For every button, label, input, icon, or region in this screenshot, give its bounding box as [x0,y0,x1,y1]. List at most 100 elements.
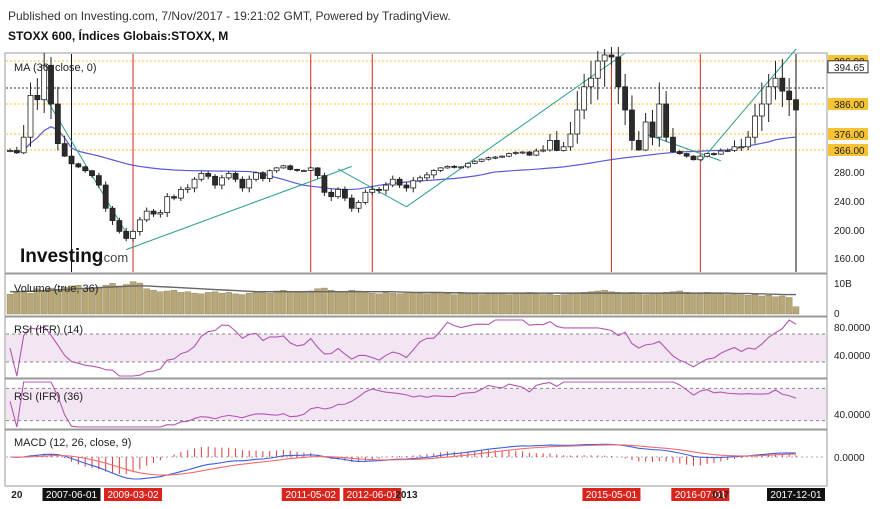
volume-bar[interactable] [621,292,629,315]
volume-bar[interactable] [129,281,137,315]
candle-body[interactable] [765,86,772,105]
volume-bar[interactable] [471,293,478,315]
volume-bar[interactable] [635,293,642,315]
candle-body[interactable] [102,184,109,209]
candle-body[interactable] [20,136,27,154]
candle-body[interactable] [136,219,143,232]
volume-bar[interactable] [676,290,684,315]
candle-body[interactable] [362,191,369,203]
candle-body[interactable] [704,153,711,157]
volume-bar[interactable] [191,292,198,315]
candle-body[interactable] [506,153,512,157]
volume-bar[interactable] [642,294,649,315]
volume-bar[interactable] [717,293,725,315]
volume-bar[interactable] [239,294,246,315]
volume-bar[interactable] [47,287,55,315]
candle-body[interactable] [383,184,389,191]
volume-bar[interactable] [287,292,294,315]
volume-bar[interactable] [444,293,451,315]
volume-bar[interactable] [690,292,697,315]
volume-bar[interactable] [13,292,21,315]
volume-bar[interactable] [34,288,41,315]
candle-body[interactable] [670,136,676,152]
candle-body[interactable] [745,136,752,148]
candle-body[interactable] [157,212,164,215]
candle-body[interactable] [396,178,403,186]
candle-body[interactable] [738,146,745,149]
candle-body[interactable] [75,163,82,168]
candle-body[interactable] [533,150,540,156]
volume-bar[interactable] [205,292,212,315]
volume-bar[interactable] [697,293,704,315]
candle-body[interactable] [68,155,75,165]
volume-bar[interactable] [341,292,349,315]
candle-body[interactable] [697,155,704,161]
candle-body[interactable] [41,64,48,101]
volume-bar[interactable] [683,292,690,315]
volume-bar[interactable] [553,295,560,315]
candle-body[interactable] [348,197,355,209]
candle-body[interactable] [259,172,266,179]
price-panel[interactable]: 396.00394.65386.00376.00366.00280.00240.… [6,47,869,272]
candle-body[interactable] [389,178,396,186]
volume-bar[interactable] [703,292,711,315]
candle-body[interactable] [27,95,34,138]
volume-bar[interactable] [594,290,601,315]
candle-body[interactable] [225,173,232,179]
macd-panel[interactable]: 0.0000 [6,443,865,480]
volume-bar[interactable] [6,294,14,315]
candle-body[interactable] [417,177,423,182]
volume-bar[interactable] [177,292,185,315]
volume-bar[interactable] [293,291,301,315]
volume-bar[interactable] [478,294,485,315]
volume-bar[interactable] [724,294,731,315]
candle-body[interactable] [492,156,499,159]
candle-body[interactable] [171,196,177,199]
candle-body[interactable] [574,109,581,135]
candle-body[interactable] [369,188,376,193]
candle-body[interactable] [451,165,458,168]
candle-body[interactable] [649,121,656,138]
candle-body[interactable] [499,155,506,158]
candle-body[interactable] [280,165,287,169]
candle-body[interactable] [403,184,410,189]
candle-body[interactable] [540,149,547,152]
candle-body[interactable] [793,99,799,111]
volume-bar[interactable] [615,292,622,315]
volume-bar[interactable] [519,292,526,315]
candle-body[interactable] [321,175,328,193]
volume-bar[interactable] [246,292,253,315]
volume-bar[interactable] [512,293,519,315]
volume-bar[interactable] [369,292,376,315]
volume-bar[interactable] [492,292,499,315]
volume-bar[interactable] [457,293,465,315]
volume-bar[interactable] [792,306,800,315]
volume-bar[interactable] [218,292,226,315]
rsi36-panel[interactable]: 40.0000 [6,381,871,428]
candle-body[interactable] [82,166,89,172]
volume-bar[interactable] [423,293,431,315]
candle-body[interactable] [601,54,608,62]
candle-body[interactable] [465,162,471,168]
candle-body[interactable] [314,167,321,177]
candle-body[interactable] [786,90,793,101]
candle-body[interactable] [663,103,670,138]
volume-bar[interactable] [252,292,260,315]
volume-bar[interactable] [526,292,533,315]
volume-bar[interactable] [580,292,588,315]
volume-bar[interactable] [300,292,308,315]
candle-body[interactable] [130,230,136,239]
volume-bar[interactable] [416,292,424,315]
candle-body[interactable] [683,153,690,157]
volume-bar[interactable] [198,293,205,315]
candle-body[interactable] [430,170,437,176]
volume-bar[interactable] [259,291,267,315]
candle-body[interactable] [335,188,341,198]
volume-bar[interactable] [75,285,82,315]
volume-bar[interactable] [669,291,677,315]
candle-body[interactable] [164,196,171,213]
candle-body[interactable] [608,54,615,58]
volume-bar[interactable] [410,292,417,315]
volume-bar[interactable] [628,292,636,315]
